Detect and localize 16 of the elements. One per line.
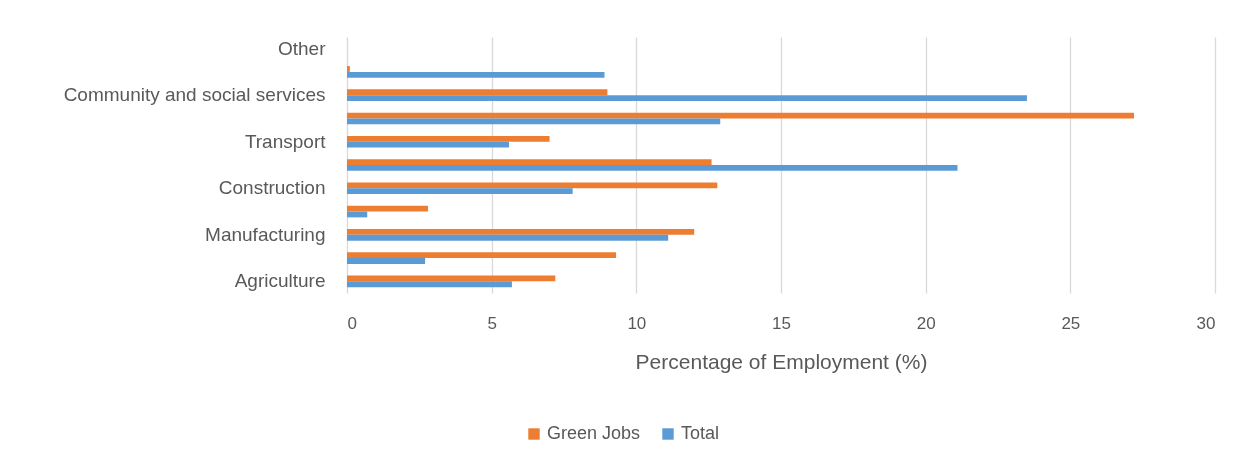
x-tick-label: 25: [1061, 313, 1081, 333]
x-axis-title: Percentage of Employment (%): [635, 349, 928, 373]
y-tick-label: Manufacturing: [205, 223, 326, 245]
x-tick-label: 5: [487, 313, 497, 333]
x-tick-label: 15: [772, 313, 791, 333]
y-tick-label: Agriculture: [234, 270, 326, 292]
y-tick-label: Construction: [218, 177, 326, 199]
x-tick-label: 10: [627, 313, 647, 333]
y-tick-label: Other: [277, 37, 327, 59]
y-tick-label: Transport: [244, 130, 327, 152]
x-tick-label: 20: [916, 313, 936, 333]
legend-label: Total: [681, 423, 720, 443]
x-tick-label: 0: [347, 313, 357, 333]
y-tick-label: Community and social services: [63, 84, 326, 106]
legend-label: Green Jobs: [547, 423, 641, 443]
x-tick-label: 30: [1196, 313, 1216, 333]
